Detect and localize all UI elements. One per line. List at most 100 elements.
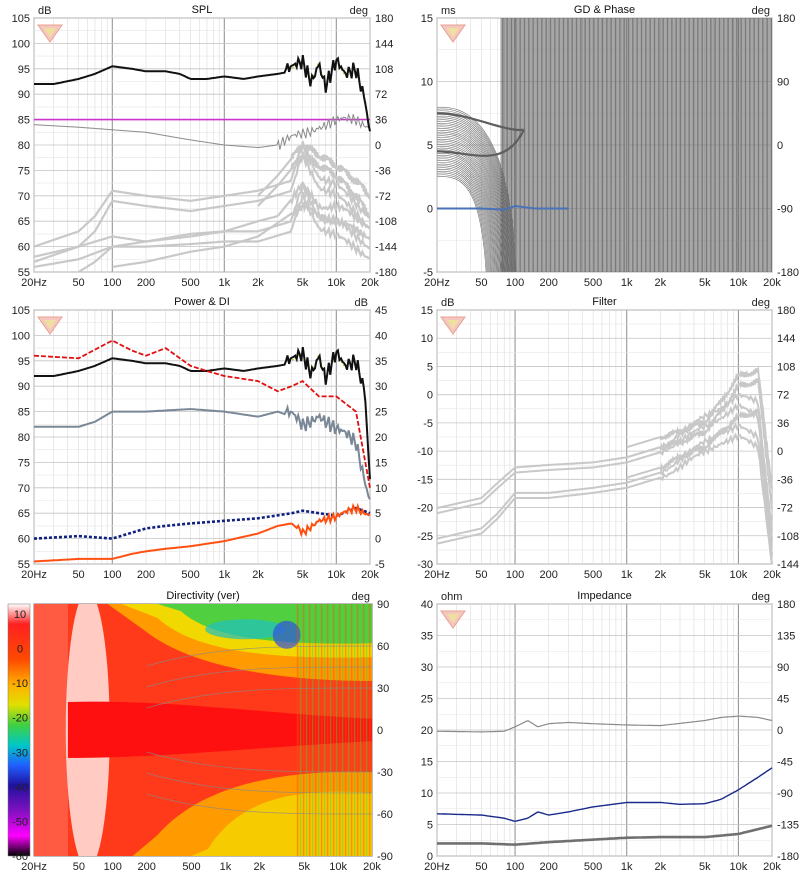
colorbar-tick-label: -60 bbox=[12, 851, 28, 863]
right-tick-label: 180 bbox=[777, 599, 795, 611]
heatmap-hf-streak bbox=[332, 604, 335, 856]
heatmap-cyan-patch bbox=[205, 619, 286, 640]
left-tick-label: 85 bbox=[18, 407, 30, 419]
right-tick-label: 45 bbox=[777, 694, 789, 706]
x-tick-label: 200 bbox=[539, 569, 557, 581]
left-unit-label: dB bbox=[441, 297, 454, 309]
phase-fan-line bbox=[436, 163, 494, 273]
x-tick-label: 5k bbox=[699, 569, 711, 581]
heatmap-hf-streak bbox=[311, 604, 314, 856]
phase-fan-line bbox=[436, 129, 509, 273]
x-tick-label: 5k bbox=[297, 569, 309, 581]
x-tick-label: 50 bbox=[72, 277, 84, 289]
early-reflections-curve bbox=[34, 403, 371, 500]
right-unit-label: deg bbox=[752, 591, 770, 603]
x-tick-label: 100 bbox=[506, 569, 524, 581]
di-curve bbox=[33, 502, 371, 563]
right-tick-label: -135 bbox=[777, 820, 799, 832]
filter-response-curve bbox=[626, 406, 773, 530]
right-tick-label: -72 bbox=[375, 191, 391, 203]
right-tick-label: 90 bbox=[377, 599, 389, 611]
heatmap-hf-streak bbox=[299, 604, 302, 856]
left-tick-label: 85 bbox=[18, 115, 30, 127]
x-tick-label: 50 bbox=[475, 569, 487, 581]
x-tick-label: 5k bbox=[297, 277, 309, 289]
x-tick-label: 20Hz bbox=[424, 861, 450, 873]
right-unit-label: deg bbox=[752, 5, 770, 17]
left-tick-label: 55 bbox=[18, 559, 30, 571]
right-tick-label: 0 bbox=[777, 446, 783, 458]
phase-fan-line bbox=[436, 122, 511, 273]
power-panel: 1051009590858075706560554540353025201510… bbox=[12, 296, 388, 581]
logo-icon bbox=[440, 610, 466, 629]
phase-fan-line bbox=[436, 126, 510, 273]
heatmap-hf-streak bbox=[302, 604, 305, 856]
heatmap-hf-streak bbox=[329, 604, 332, 856]
left-tick-label: 0 bbox=[427, 851, 433, 863]
logo-icon bbox=[440, 24, 466, 43]
right-tick-label: 0 bbox=[777, 140, 783, 152]
phase-fan-line bbox=[436, 160, 496, 273]
phase-fan-line bbox=[436, 119, 512, 273]
right-tick-label: 30 bbox=[377, 683, 389, 695]
x-tick-label: 1k bbox=[220, 861, 232, 873]
right-tick-label: 108 bbox=[375, 64, 393, 76]
heatmap-hf-streak bbox=[341, 604, 344, 856]
x-tick-label: 2k bbox=[655, 277, 667, 289]
right-tick-label: -60 bbox=[377, 809, 393, 821]
left-tick-label: 10 bbox=[421, 788, 433, 800]
x-tick-label: 50 bbox=[73, 861, 85, 873]
filter-response-curve bbox=[436, 432, 773, 565]
right-tick-label: 72 bbox=[777, 390, 789, 402]
heatmap-lowfreq bbox=[34, 604, 68, 856]
left-unit-label: dB bbox=[38, 5, 51, 17]
x-tick-label: 200 bbox=[539, 277, 557, 289]
left-tick-label: 70 bbox=[18, 191, 30, 203]
heatmap-contour bbox=[146, 687, 372, 709]
right-unit-label: dB bbox=[355, 297, 368, 309]
heatmap-contour bbox=[146, 793, 372, 815]
right-tick-label: 40 bbox=[375, 330, 387, 342]
filter-response-curve bbox=[626, 365, 773, 489]
impedance-phase-curve bbox=[437, 715, 773, 733]
off-axis-curve bbox=[33, 151, 371, 263]
right-tick-label: 36 bbox=[777, 418, 789, 430]
x-tick-label: 500 bbox=[181, 569, 199, 581]
right-tick-label: -180 bbox=[777, 267, 799, 279]
left-tick-label: -15 bbox=[417, 474, 433, 486]
left-tick-label: -10 bbox=[417, 446, 433, 458]
right-tick-label: 36 bbox=[375, 115, 387, 127]
left-tick-label: 10 bbox=[421, 77, 433, 89]
right-tick-label: -180 bbox=[375, 267, 397, 279]
phase-fan-line bbox=[436, 165, 493, 273]
left-tick-label: 100 bbox=[12, 330, 30, 342]
phase-curve bbox=[436, 129, 525, 157]
right-tick-label: -90 bbox=[377, 851, 393, 863]
x-tick-label: 20Hz bbox=[21, 277, 47, 289]
heatmap-hf-streak bbox=[317, 604, 320, 856]
left-tick-label: 95 bbox=[18, 356, 30, 368]
phase-fan-line bbox=[436, 170, 490, 273]
x-tick-label: 200 bbox=[137, 569, 155, 581]
chart-title: SPL bbox=[192, 4, 213, 16]
heatmap-contour bbox=[146, 666, 372, 688]
x-tick-label: 100 bbox=[103, 569, 121, 581]
off-axis-curve bbox=[257, 143, 372, 201]
right-tick-label: 10 bbox=[375, 483, 387, 495]
filter-response-curve bbox=[626, 376, 773, 509]
right-tick-label: -36 bbox=[375, 165, 391, 177]
right-tick-label: -144 bbox=[777, 559, 799, 571]
power-response-curve bbox=[33, 339, 371, 488]
x-tick-label: 100 bbox=[506, 861, 524, 873]
right-tick-label: 0 bbox=[777, 725, 783, 737]
colorbar-tick-label: -10 bbox=[12, 678, 28, 690]
phase-fan-line bbox=[436, 169, 491, 273]
colorbar-tick-label: 0 bbox=[17, 644, 23, 656]
x-tick-label: 10k bbox=[327, 569, 345, 581]
filter-response-curve bbox=[436, 402, 773, 555]
logo-icon bbox=[37, 316, 63, 335]
right-tick-label: 60 bbox=[377, 641, 389, 653]
phase-fan-line bbox=[436, 161, 495, 273]
